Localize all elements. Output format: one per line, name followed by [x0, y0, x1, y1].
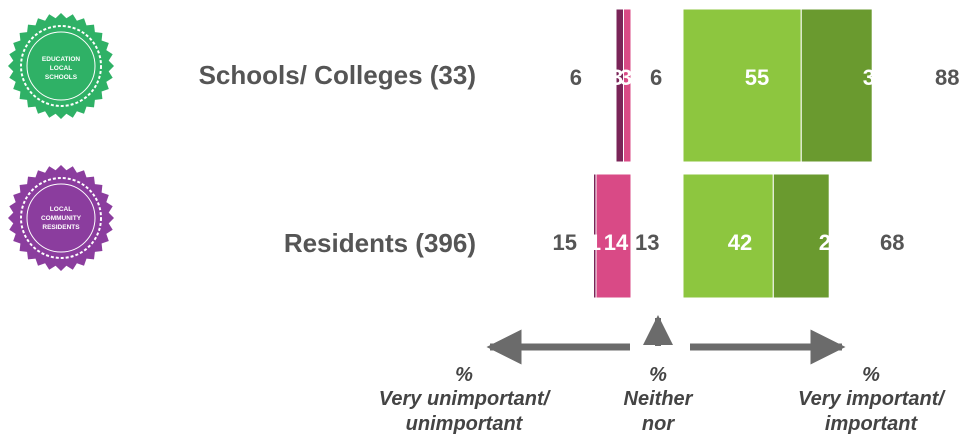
value-labels: 6 3 3 6 55 33 88 15 1 14 13 42 26 68	[553, 65, 960, 255]
neg-label-schools: 3	[620, 65, 632, 90]
neg-total-label-schools: 6	[570, 65, 582, 90]
left-axis-label-1: Very unimportant/	[379, 388, 552, 410]
badge-line-1-0: LOCAL	[50, 206, 72, 213]
bar-pos-very-0	[800, 8, 873, 163]
pos-label-residents: 42	[728, 230, 752, 255]
badge-inner-ring-1	[26, 183, 96, 253]
bar-pos-0	[682, 8, 802, 163]
right-axis-label-0: %	[862, 364, 880, 386]
bars-group	[593, 8, 873, 299]
middle-axis-label-1: Neither	[624, 388, 694, 410]
neg-total-label-residents: 15	[553, 230, 577, 255]
badge-ring-0	[20, 25, 102, 107]
bar-neg-very-0	[615, 8, 624, 163]
neg-very-label-schools: 3	[611, 65, 623, 90]
badge-education-icon: EDUCATION LOCAL SCHOOLS	[8, 13, 114, 119]
pos-very-label-residents: 26	[819, 230, 843, 255]
middle-axis-label-2: nor	[642, 413, 675, 435]
badge-line-1-1: COMMUNITY	[41, 215, 82, 222]
badge-line-0-0: EDUCATION	[42, 56, 80, 63]
badge-rosette-1	[8, 165, 114, 271]
badge-shape-0	[8, 13, 114, 119]
bar-neg-very-1	[593, 173, 597, 299]
neither-label-schools: 6	[650, 65, 662, 90]
neg-very-label-residents: 1	[589, 230, 601, 255]
bar-pos-very-1	[772, 173, 830, 299]
left-axis-label-0: %	[455, 364, 473, 386]
left-axis-label-2: unimportant	[406, 413, 524, 435]
badge-rosette-0	[8, 13, 114, 119]
pos-total-label-schools: 88	[935, 65, 959, 90]
badge-line-1-2: RESIDENTS	[42, 224, 80, 231]
category-label-schools: Schools/ Colleges (33)	[199, 60, 476, 90]
direction-arrows	[486, 315, 846, 365]
badge-shape-1	[8, 165, 114, 271]
bar-pos-1	[682, 173, 774, 299]
pos-label-schools: 55	[745, 65, 769, 90]
neither-label-residents: 13	[635, 230, 659, 255]
right-axis-label-1: Very important/	[798, 388, 946, 410]
category-label-residents: Residents (396)	[284, 228, 476, 258]
right-axis-label-2: important	[825, 413, 919, 435]
badge-community-icon: LOCAL COMMUNITY RESIDENTS	[8, 165, 114, 271]
badge-inner-ring-0	[26, 31, 96, 101]
middle-axis-label-0: %	[649, 364, 667, 386]
axis-direction-labels: % Very unimportant/ unimportant % Neithe…	[379, 364, 947, 435]
neg-label-residents: 14	[604, 230, 629, 255]
pos-very-label-schools: 33	[863, 65, 887, 90]
pos-total-label-residents: 68	[880, 230, 904, 255]
badge-line-0-2: SCHOOLS	[45, 74, 78, 81]
badge-line-0-1: LOCAL	[50, 65, 72, 72]
badge-ring-1	[20, 177, 102, 259]
